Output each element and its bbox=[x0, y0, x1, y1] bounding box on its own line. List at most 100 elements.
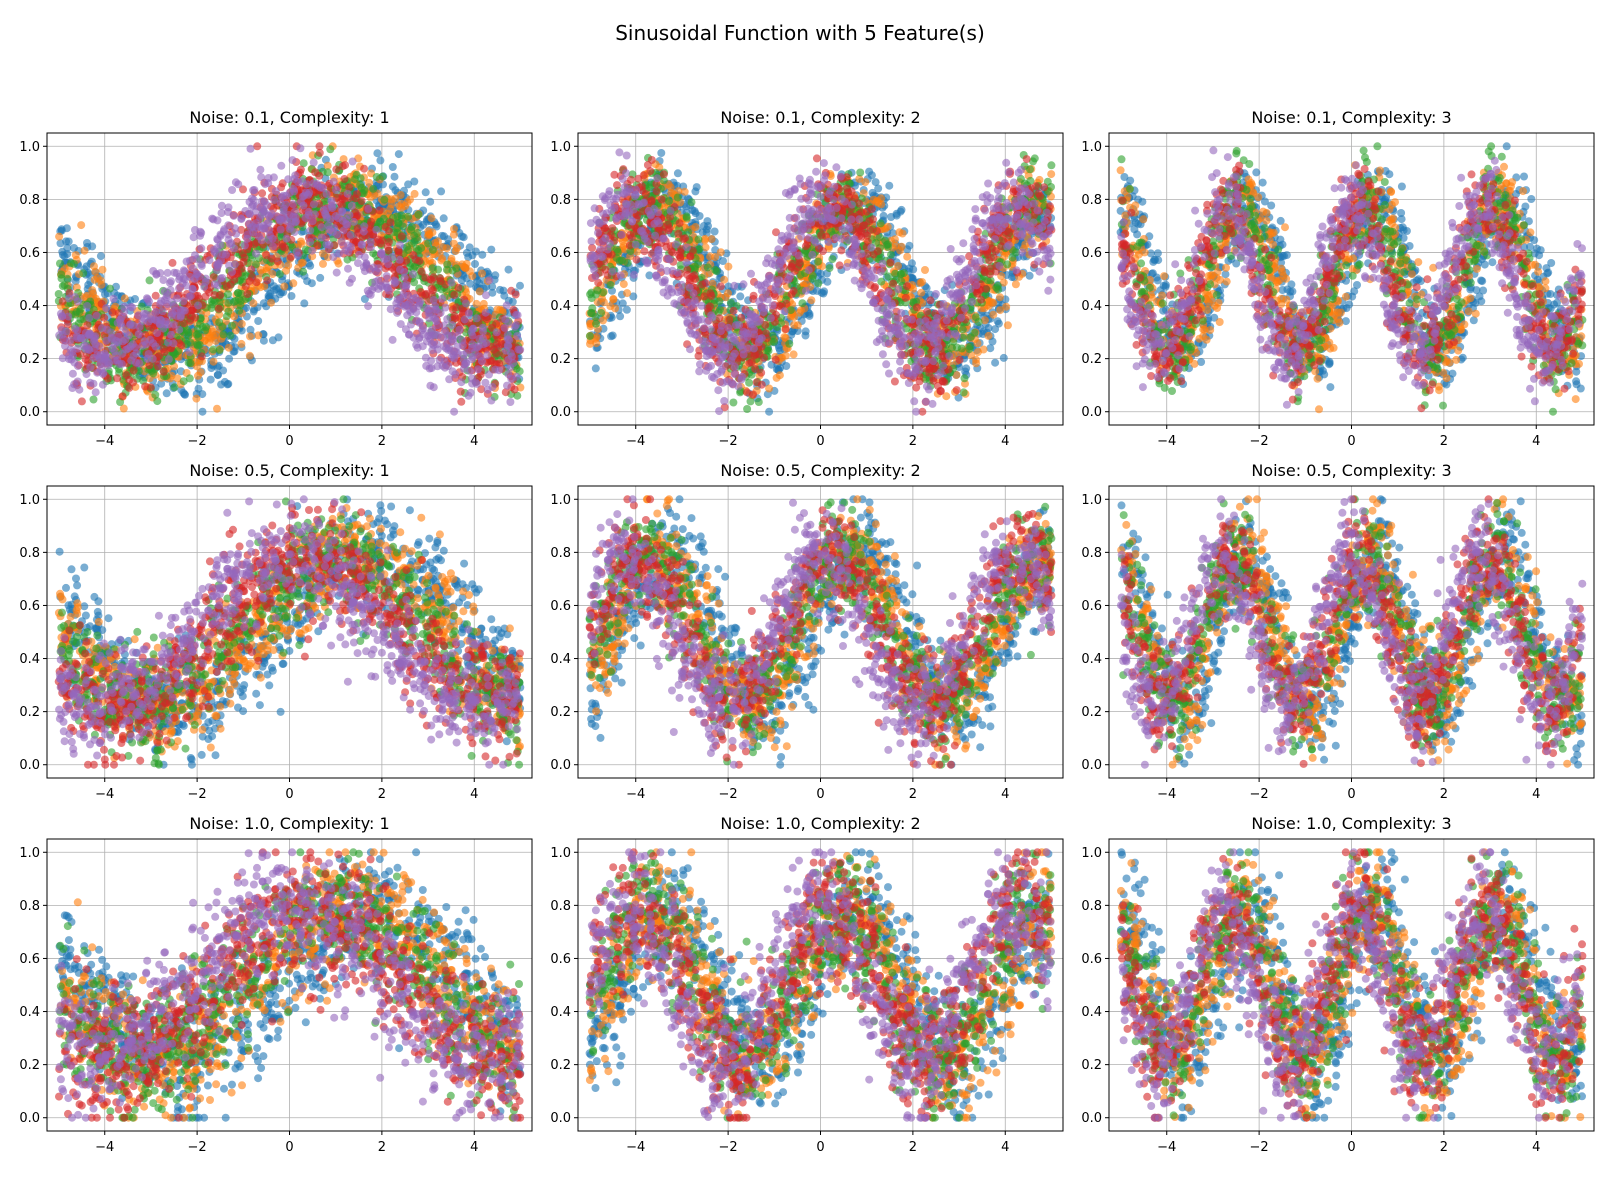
scatter-point bbox=[330, 224, 338, 232]
scatter-point bbox=[479, 335, 487, 343]
scatter-point bbox=[423, 337, 431, 345]
scatter-point bbox=[69, 370, 77, 378]
scatter-point bbox=[423, 304, 431, 312]
scatter-point bbox=[306, 227, 314, 235]
scatter-point bbox=[513, 373, 521, 381]
scatter-point bbox=[164, 269, 172, 277]
scatter-point bbox=[244, 290, 252, 298]
scatter-point bbox=[318, 223, 326, 231]
scatter-point bbox=[237, 215, 245, 223]
scatter-point bbox=[505, 266, 513, 274]
scatter-point bbox=[195, 385, 203, 393]
scatter-point bbox=[163, 389, 171, 397]
scatter-point bbox=[336, 199, 344, 207]
scatter-point bbox=[228, 322, 236, 330]
scatter-point bbox=[276, 270, 284, 278]
scatter-point bbox=[218, 274, 226, 282]
scatter-point bbox=[335, 260, 343, 268]
scatter-point bbox=[443, 260, 451, 268]
scatter-point bbox=[316, 274, 324, 282]
scatter-point bbox=[495, 366, 503, 374]
scatter-point bbox=[173, 269, 181, 277]
scatter-point bbox=[318, 234, 326, 242]
scatter-point bbox=[185, 359, 193, 367]
scatter-point bbox=[485, 371, 493, 379]
scatter-point bbox=[425, 230, 433, 238]
scatter-point bbox=[186, 317, 194, 325]
scatter-point bbox=[399, 222, 407, 230]
scatter-point bbox=[62, 327, 70, 335]
scatter-point bbox=[160, 368, 168, 376]
scatter-point bbox=[389, 163, 397, 171]
scatter-point bbox=[257, 173, 265, 181]
scatter-point bbox=[58, 274, 66, 282]
scatter-point bbox=[186, 348, 194, 356]
scatter-point bbox=[56, 260, 64, 268]
scatter-point bbox=[428, 214, 436, 222]
scatter-point bbox=[269, 336, 277, 344]
scatter-point bbox=[202, 275, 210, 283]
scatter-point bbox=[316, 142, 324, 150]
scatter-point bbox=[388, 253, 396, 261]
scatter-point bbox=[374, 236, 382, 244]
scatter-point bbox=[514, 346, 522, 354]
scatter-point bbox=[430, 296, 438, 304]
scatter-point bbox=[169, 259, 177, 267]
scatter-point bbox=[206, 256, 214, 264]
scatter-point bbox=[214, 371, 222, 379]
scatter-point bbox=[478, 357, 486, 365]
scatter-point bbox=[445, 375, 453, 383]
scatter-point bbox=[225, 344, 233, 352]
scatter-point bbox=[398, 232, 406, 240]
scatter-point bbox=[234, 180, 242, 188]
scatter-point bbox=[487, 397, 495, 405]
scatter-point bbox=[364, 205, 372, 213]
scatter-point bbox=[248, 273, 256, 281]
scatter-point bbox=[512, 321, 520, 329]
figure-title: Sinusoidal Function with 5 Feature(s) bbox=[615, 21, 985, 45]
scatter-point bbox=[252, 250, 260, 258]
scatter-point bbox=[426, 198, 434, 206]
scatter-point bbox=[289, 279, 297, 287]
scatter-point bbox=[440, 214, 448, 222]
scatter-point bbox=[131, 295, 139, 303]
scatter-point bbox=[299, 268, 307, 276]
scatter-point bbox=[235, 307, 243, 315]
scatter-point bbox=[473, 314, 481, 322]
scatter-point bbox=[247, 266, 255, 274]
scatter-point bbox=[125, 331, 133, 339]
scatter-point bbox=[121, 294, 129, 302]
scatter-point bbox=[254, 317, 262, 325]
scatter-point bbox=[377, 249, 385, 257]
scatter-point bbox=[513, 332, 521, 340]
scatter-point bbox=[79, 269, 87, 277]
scatter-point bbox=[167, 331, 175, 339]
scatter-point bbox=[55, 233, 63, 241]
scatter-point bbox=[247, 145, 255, 153]
scatter-point bbox=[194, 330, 202, 338]
scatter-point bbox=[143, 355, 151, 363]
scatter-point bbox=[326, 145, 334, 153]
scatter-point bbox=[479, 324, 487, 332]
scatter-point bbox=[324, 168, 332, 176]
scatter-point bbox=[503, 301, 511, 309]
scatter-point bbox=[230, 212, 238, 220]
scatter-point bbox=[487, 246, 495, 254]
scatter-point bbox=[130, 367, 138, 375]
scatter-point bbox=[67, 356, 75, 364]
scatter-point bbox=[505, 370, 513, 378]
scatter-point bbox=[357, 174, 365, 182]
scatter-point bbox=[373, 149, 381, 157]
scatter-point bbox=[213, 405, 221, 413]
scatter-point bbox=[429, 246, 437, 254]
scatter-point bbox=[180, 377, 188, 385]
scatter-point bbox=[63, 244, 71, 252]
scatter-point bbox=[55, 290, 63, 298]
scatter-point bbox=[409, 270, 417, 278]
scatter-point bbox=[179, 279, 187, 287]
scatter-point bbox=[397, 211, 405, 219]
scatter-point bbox=[422, 188, 430, 196]
scatter-point bbox=[395, 150, 403, 158]
scatter-point bbox=[450, 240, 458, 248]
